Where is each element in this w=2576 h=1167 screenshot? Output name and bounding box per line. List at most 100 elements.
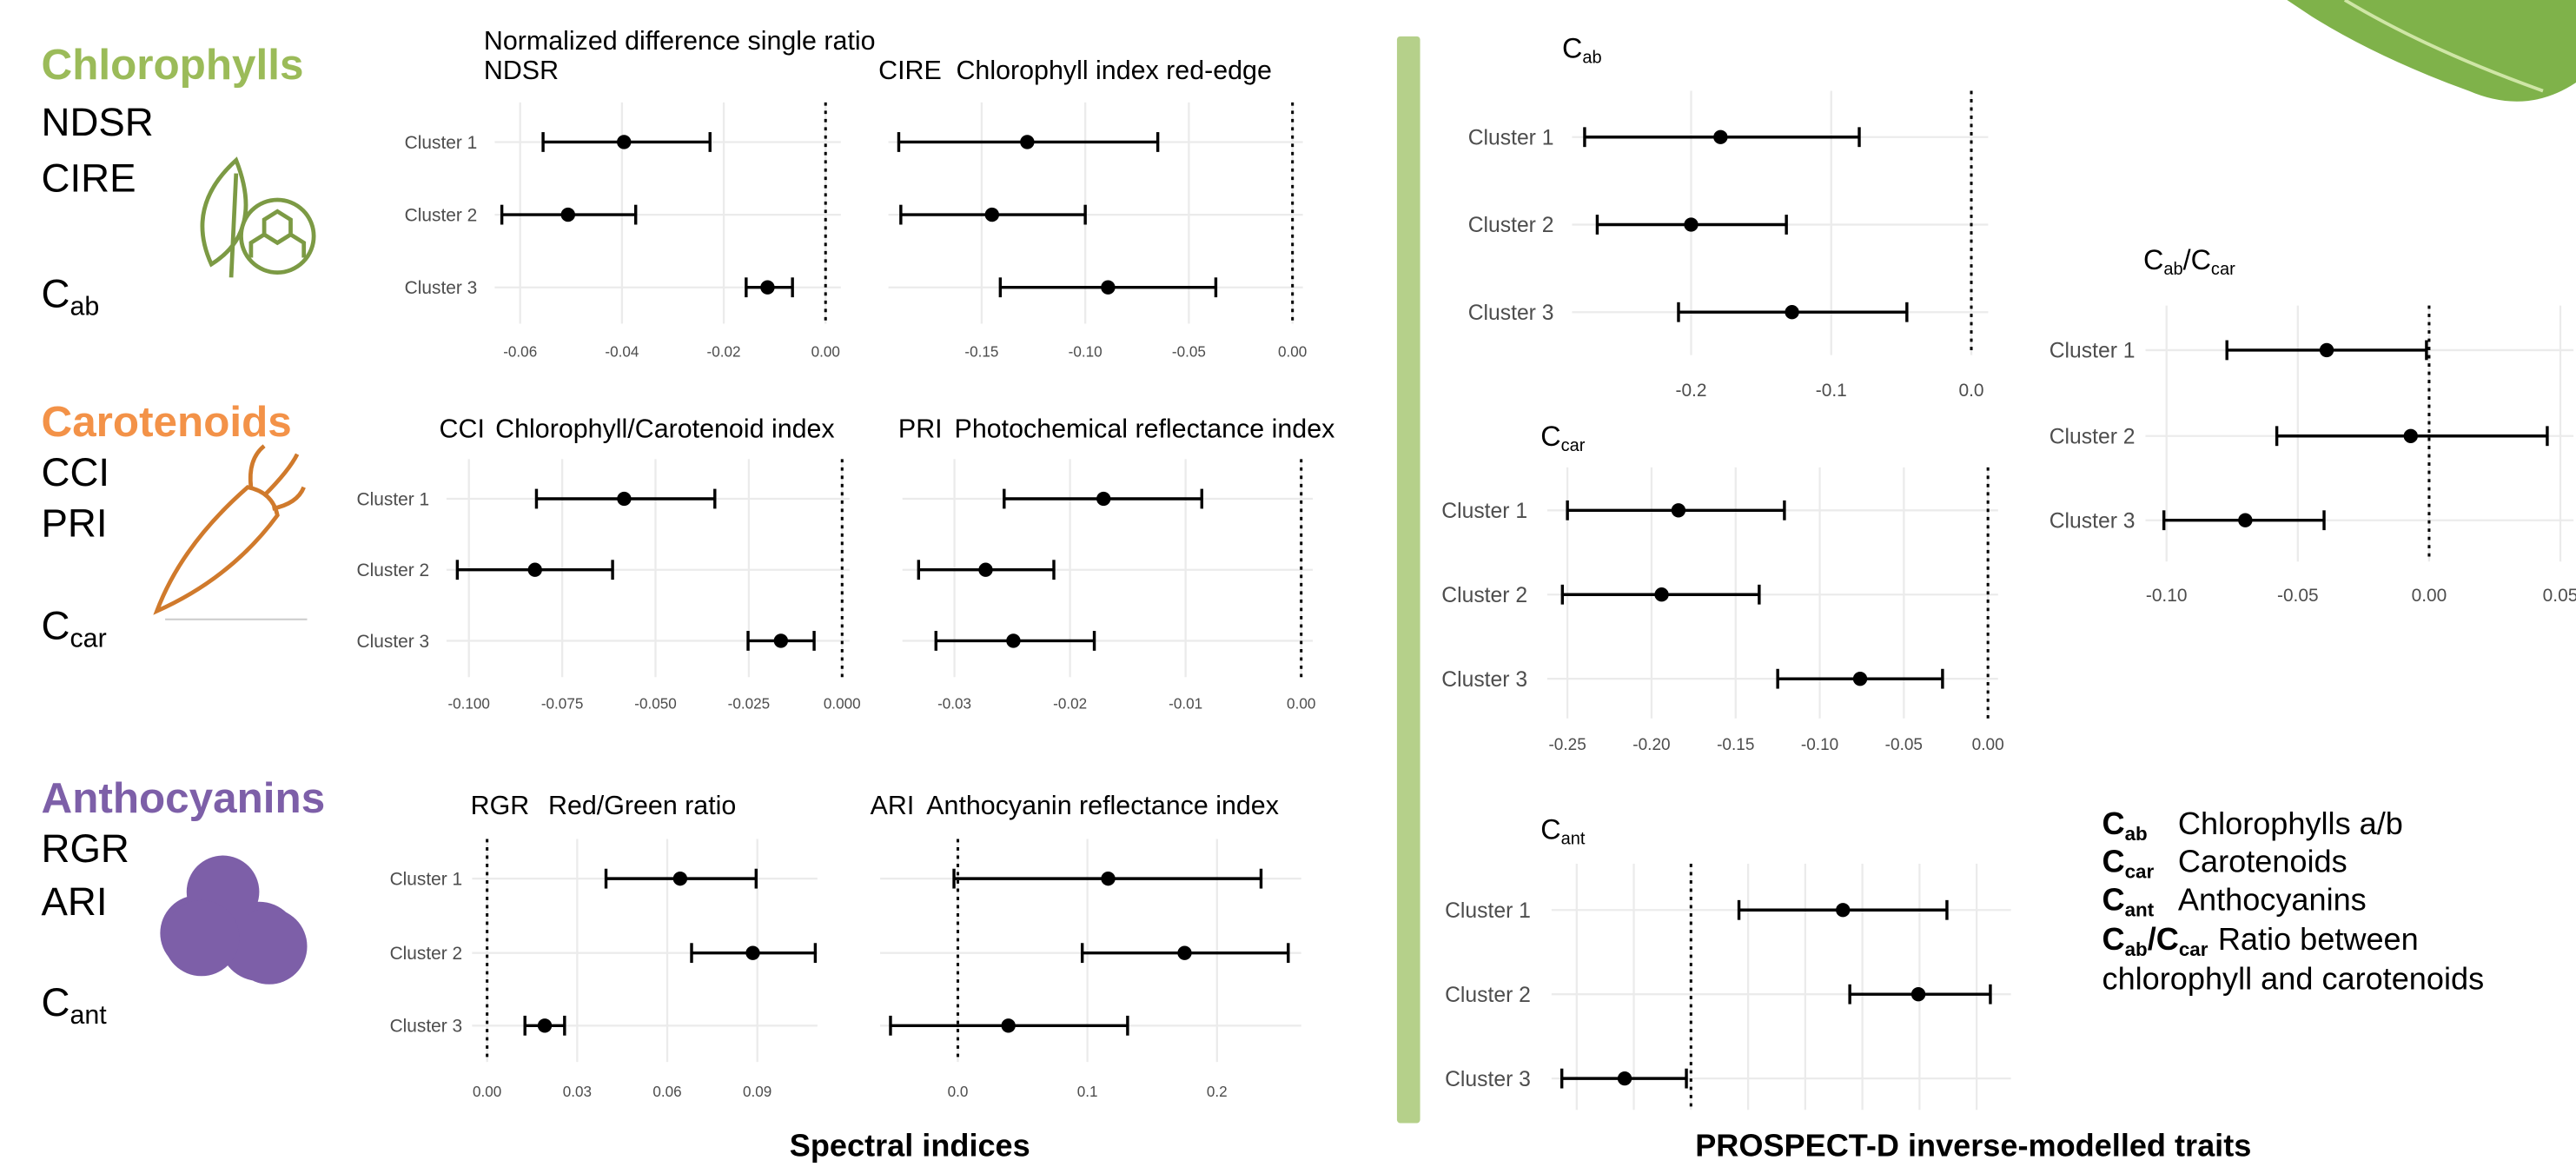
main-text: C bbox=[2103, 881, 2125, 917]
x-tick-label: -0.01 bbox=[1169, 695, 1202, 712]
legend-text: Anthocyanins bbox=[2178, 881, 2367, 917]
subscript: ab bbox=[2163, 260, 2182, 279]
panel: -0.03 -0.02 -0.01 0.00 PRI Photochemical refl… bbox=[898, 414, 1334, 713]
main-text: C bbox=[42, 604, 70, 648]
point bbox=[1020, 135, 1035, 149]
subscript: car bbox=[2125, 860, 2155, 882]
separator-bar bbox=[1396, 36, 1420, 1124]
point bbox=[1684, 217, 1699, 232]
point bbox=[1001, 1018, 1016, 1033]
subscript: ant bbox=[2125, 898, 2155, 920]
x-tick-label: 0.0 bbox=[1958, 381, 1983, 401]
x-tick-label: -0.10 bbox=[1069, 344, 1103, 361]
panel-title: Chlorophyll index red-edge bbox=[956, 56, 1271, 85]
x-tick-label: -0.02 bbox=[1053, 695, 1087, 712]
index-name: CCI bbox=[42, 450, 110, 494]
subscript: car bbox=[2179, 938, 2208, 959]
x-tick-label: -0.03 bbox=[937, 695, 971, 712]
y-tick-label: Cluster 1 bbox=[1468, 126, 1554, 149]
legend-symbol: Cant bbox=[2103, 881, 2155, 920]
y-tick-label: Cluster 1 bbox=[357, 489, 430, 509]
main-text: C bbox=[2103, 806, 2125, 841]
point bbox=[1671, 503, 1686, 518]
y-tick-label: Cluster 3 bbox=[357, 632, 430, 652]
x-tick-label: 0.06 bbox=[652, 1084, 681, 1100]
panel-abbreviation: PRI bbox=[898, 414, 943, 444]
x-tick-label: 0.00 bbox=[2412, 586, 2447, 606]
y-tick-label: Cluster 3 bbox=[405, 278, 478, 298]
panel-title: Chlorophyll/Carotenoid index bbox=[495, 414, 834, 444]
index-name: RGR bbox=[42, 826, 129, 871]
section-title: Spectral indices bbox=[790, 1127, 1030, 1163]
point bbox=[1713, 129, 1728, 144]
legend-symbol: Cab/Ccar bbox=[2103, 921, 2208, 960]
x-tick-label: -0.04 bbox=[605, 344, 639, 361]
x-tick-label: -0.025 bbox=[728, 695, 770, 712]
y-tick-label: Cluster 2 bbox=[1445, 984, 1531, 1007]
point bbox=[1910, 987, 1926, 1002]
point bbox=[745, 945, 760, 960]
x-tick-label: 0.00 bbox=[1287, 695, 1315, 712]
x-tick-label: -0.05 bbox=[1885, 736, 1923, 754]
panel: 0.00 0.03 0.06 0.09 Cluster 1 Cluster 2 Cluste… bbox=[390, 791, 818, 1100]
panel: -0.10 -0.05 0.00 0.05 Cluster 1 Cluster 2 Clus… bbox=[2050, 244, 2576, 606]
panel-title: Anthocyanin reflectance index bbox=[926, 791, 1279, 820]
panel: Cluster 1 Cluster 2 Cluster 3 Cant bbox=[1445, 814, 2011, 1111]
index-name: ARI bbox=[42, 879, 108, 924]
legend-text: Ratio between bbox=[2218, 921, 2419, 957]
legend-text: chlorophyll and carotenoids bbox=[2103, 960, 2485, 996]
main-text: C bbox=[1540, 814, 1560, 845]
x-tick-label: -0.06 bbox=[503, 344, 537, 361]
y-tick-label: Cluster 1 bbox=[1441, 500, 1527, 523]
subscript: ab bbox=[1582, 49, 1601, 68]
main-text: C bbox=[1562, 33, 1582, 64]
y-tick-label: Cluster 1 bbox=[1445, 899, 1531, 923]
point bbox=[1836, 903, 1851, 918]
y-tick-label: Cluster 3 bbox=[1441, 668, 1527, 692]
point bbox=[1101, 871, 1116, 886]
group-name: Carotenoids bbox=[42, 398, 292, 446]
y-tick-label: Cluster 1 bbox=[405, 133, 478, 153]
point bbox=[984, 207, 999, 222]
main-text: C bbox=[42, 980, 70, 1024]
panel-abbreviation: RGR bbox=[471, 791, 530, 820]
y-tick-label: Cluster 1 bbox=[2050, 340, 2136, 363]
x-tick-label: 0.09 bbox=[743, 1084, 771, 1100]
point bbox=[1852, 671, 1868, 686]
subscript: car bbox=[2211, 260, 2235, 279]
point bbox=[773, 633, 789, 648]
panel: 0.0 0.1 0.2 ARI Anthocyanin reflectance inde… bbox=[871, 791, 1301, 1100]
subscript: car bbox=[1561, 436, 1586, 455]
subscript: ab bbox=[70, 292, 99, 322]
x-tick-label: -0.05 bbox=[2277, 586, 2319, 606]
main-text: C bbox=[42, 272, 70, 316]
subscript: ant bbox=[1561, 830, 1586, 849]
x-tick-label: 0.00 bbox=[473, 1084, 501, 1100]
main-text: C bbox=[2143, 244, 2163, 275]
x-tick-label: 0.00 bbox=[1972, 736, 2004, 754]
x-tick-label: -0.10 bbox=[2146, 586, 2188, 606]
subscript: ab bbox=[2125, 938, 2148, 959]
x-tick-label: -0.1 bbox=[1816, 381, 1847, 401]
y-tick-label: Cluster 2 bbox=[2050, 425, 2136, 448]
x-tick-label: -0.15 bbox=[1717, 736, 1754, 754]
x-tick-label: -0.050 bbox=[634, 695, 676, 712]
main-text: /C bbox=[2148, 921, 2179, 957]
panel-title: Cant bbox=[1540, 814, 1586, 849]
trait-name: Cant bbox=[42, 980, 108, 1030]
panel-abbreviation: ARI bbox=[871, 791, 915, 820]
x-tick-label: -0.20 bbox=[1632, 736, 1670, 754]
subscript: ab bbox=[2125, 822, 2148, 844]
panel: -0.100 -0.075 -0.050 -0.025 0.000 Cluster 1 Cl… bbox=[357, 414, 861, 713]
subscript: car bbox=[70, 624, 106, 653]
chlorophyll-icon bbox=[200, 156, 316, 278]
group-name: Chlorophylls bbox=[42, 41, 304, 89]
panel-abbreviation: CCI bbox=[440, 414, 485, 444]
x-tick-label: 0.0 bbox=[948, 1084, 969, 1100]
point bbox=[672, 871, 688, 886]
point bbox=[2319, 342, 2334, 358]
point bbox=[617, 491, 632, 507]
section-title: PROSPECT-D inverse-modelled traits bbox=[1695, 1127, 2251, 1163]
index-name: CIRE bbox=[42, 156, 136, 200]
